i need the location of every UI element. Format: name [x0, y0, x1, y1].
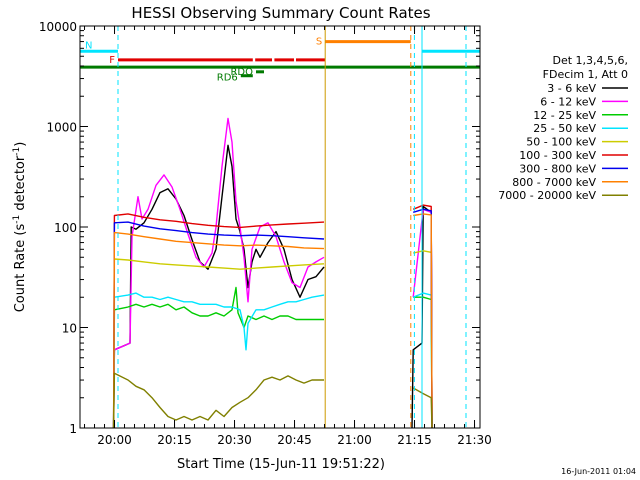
x-tick-label-20-30: 20:30 [217, 433, 252, 447]
y-tick-label-100: 100 [54, 221, 77, 235]
flag-label-s: S [316, 37, 322, 48]
flag-label-rdo: RDO [230, 67, 253, 78]
plot-frame [79, 25, 481, 429]
legend-label-7000-20000-kev: 7000 - 20000 keV [498, 189, 596, 202]
series-line-100-300-kev-0 [112, 213, 325, 429]
x-axis-label: Start Time (15-Jun-11 19:51:22) [177, 457, 385, 472]
flag-label-rd6: RD6 [217, 73, 238, 84]
x-tick-label-21-30: 21:30 [457, 433, 492, 447]
series-line-7000-20000-kev-0 [112, 372, 324, 429]
legend: Det 1,3,4,5,6, FDecim 1, Att 0 3 - 6 keV… [498, 54, 628, 202]
legend-label-800-7000-kev: 800 - 7000 keV [512, 176, 596, 189]
series-line-6-12-kev-0 [112, 117, 325, 429]
legend-label-6-12-kev: 6 - 12 keV [540, 95, 596, 108]
y-axis-label-main: Count Rate (s [13, 224, 28, 313]
x-tick-label-21-15: 21:15 [397, 433, 432, 447]
y-axis-label-mid: detector [13, 155, 28, 215]
series-line-50-100-kev-0 [112, 258, 325, 429]
x-tick-label-20-45: 20:45 [277, 433, 312, 447]
chart-title: HESSI Observing Summary Count Rates [131, 4, 430, 22]
y-axis-label-sup1: -1 [12, 215, 22, 224]
footer-timestamp: 16-Jun-2011 01:04 [561, 467, 636, 476]
legend-label-12-25-kev: 12 - 25 keV [533, 109, 596, 122]
legend-label-3-6-kev: 3 - 6 keV [547, 82, 596, 95]
y-axis-label-end: ) [13, 142, 28, 147]
y-tick-label-10: 10 [62, 322, 77, 336]
y-tick-label-1: 1 [69, 422, 77, 436]
series-line-25-50-kev-0 [112, 292, 325, 429]
series-line-3-6-kev-0 [112, 144, 325, 429]
data-series [112, 117, 433, 429]
y-tick-label-10000: 10000 [39, 20, 77, 34]
series-line-300-800-kev-0 [112, 221, 325, 429]
legend-header-detectors: Det 1,3,4,5,6, [552, 54, 628, 67]
legend-header-decimation: FDecim 1, Att 0 [543, 68, 628, 81]
legend-label-100-300-kev: 100 - 300 keV [519, 149, 596, 162]
flag-label-n: N [85, 40, 92, 51]
y-axis-ticks: 1 10 100 1000 10000 [39, 20, 480, 436]
legend-label-300-800-kev: 300 - 800 keV [519, 162, 596, 175]
series-line-12-25-kev-0 [112, 286, 324, 429]
vertical-markers [117, 26, 467, 428]
flag-label-f: F [109, 55, 115, 66]
x-tick-label-20-15: 20:15 [157, 433, 192, 447]
x-axis-ticks: 20:00 20:15 20:30 20:45 21:00 21:15 21:30 [84, 26, 492, 447]
series-line-800-7000-kev-0 [112, 231, 325, 429]
y-axis-label: Count Rate (s-1 detector-1) [12, 142, 28, 313]
x-tick-label-20-00: 20:00 [97, 433, 132, 447]
y-axis-label-sup2: -1 [12, 147, 22, 156]
legend-label-50-100-kev: 50 - 100 keV [526, 136, 596, 149]
series-line-7000-20000-kev-1 [412, 387, 433, 429]
legend-label-25-50-kev: 25 - 50 keV [533, 122, 596, 135]
x-tick-label-21-00: 21:00 [337, 433, 372, 447]
series-line-800-7000-kev-1 [413, 213, 433, 429]
y-tick-label-1000: 1000 [46, 121, 77, 135]
